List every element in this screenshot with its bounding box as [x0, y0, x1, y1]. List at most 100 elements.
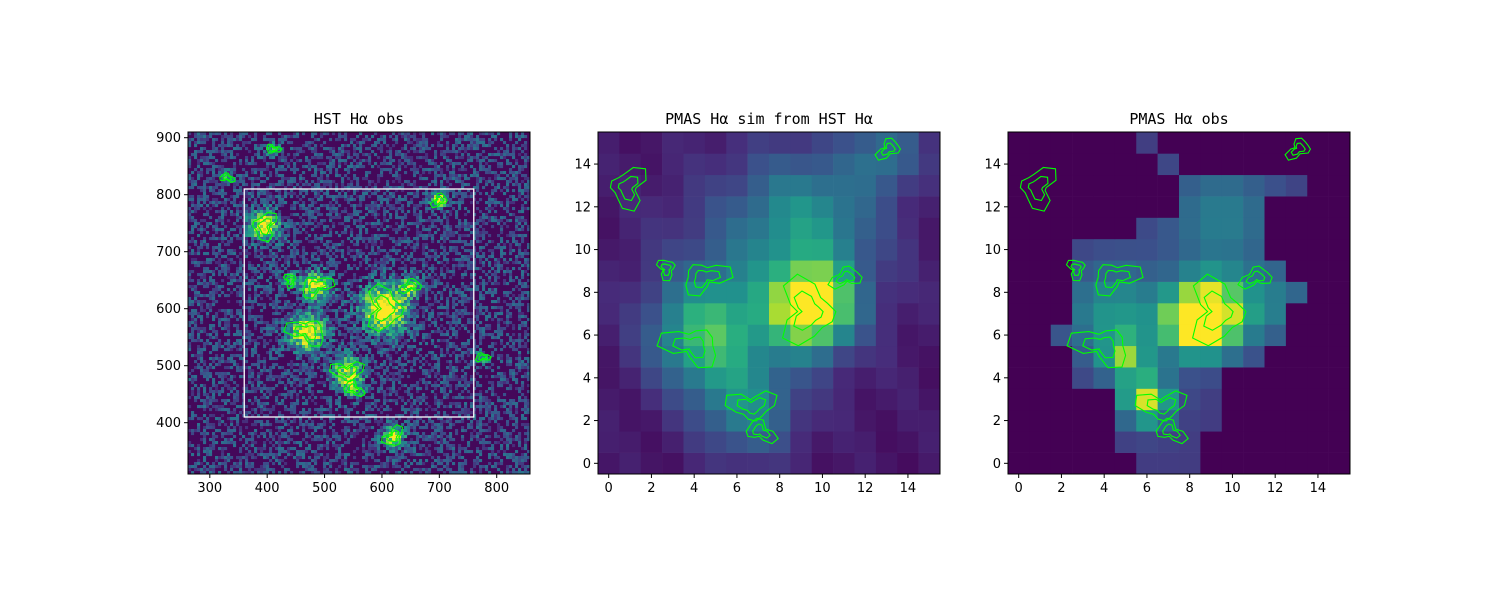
- pixel: [194, 222, 198, 226]
- pixel: [491, 135, 495, 139]
- pixel: [278, 282, 282, 286]
- pixel: [410, 240, 414, 244]
- pixel: [230, 135, 234, 139]
- pixel: [419, 132, 423, 136]
- pixel: [359, 285, 363, 289]
- pixel: [188, 270, 192, 274]
- pixel: [383, 162, 387, 166]
- pixel: [323, 141, 327, 145]
- pixel: [467, 312, 471, 316]
- pixel: [251, 279, 255, 283]
- pixel: [401, 237, 405, 241]
- pixel: [482, 306, 486, 310]
- pixel: [440, 333, 444, 337]
- pixel: [491, 219, 495, 223]
- pixel: [257, 144, 261, 148]
- pixel: [497, 333, 501, 337]
- pixel: [194, 153, 198, 157]
- pixel: [434, 201, 438, 205]
- pixel: [236, 147, 240, 151]
- pixel: [335, 186, 339, 190]
- pixel: [422, 219, 426, 223]
- pixel: [374, 225, 378, 229]
- pixel: [488, 141, 492, 145]
- pixel: [191, 240, 195, 244]
- pixel: [458, 141, 462, 145]
- pixel: [227, 345, 231, 349]
- pixel: [389, 156, 393, 160]
- pixel: [440, 222, 444, 226]
- pixel: [347, 294, 351, 298]
- pixel: [479, 240, 483, 244]
- pixel: [494, 135, 498, 139]
- pixel: [386, 183, 390, 187]
- pixel: [284, 306, 288, 310]
- pixel: [527, 177, 530, 181]
- pixel: [212, 279, 216, 283]
- pixel: [212, 168, 216, 172]
- pixel: [485, 156, 489, 160]
- pixel: [230, 357, 234, 361]
- pixel: [350, 342, 354, 346]
- pixel: [323, 339, 327, 343]
- pixel: [266, 195, 270, 199]
- pixel: [293, 285, 297, 289]
- pixel: [359, 291, 363, 295]
- pixel: [338, 159, 342, 163]
- pixel: [479, 159, 483, 163]
- pixel: [452, 306, 456, 310]
- pixel: [260, 201, 264, 205]
- pixel: [227, 207, 231, 211]
- pixel: [359, 345, 363, 349]
- pixel: [455, 156, 459, 160]
- pixel: [209, 153, 213, 157]
- pixel: [287, 228, 291, 232]
- pixel: [449, 159, 453, 163]
- pixel: [317, 225, 321, 229]
- pixel: [269, 249, 273, 253]
- pixel: [407, 294, 411, 298]
- pixel: [356, 186, 360, 190]
- pixel: [377, 285, 381, 289]
- pixel: [470, 138, 474, 142]
- pixel: [518, 219, 522, 223]
- pixel: [443, 228, 447, 232]
- pixel: [368, 273, 372, 277]
- pixel: [377, 180, 381, 184]
- pixel: [515, 180, 519, 184]
- pixel: [317, 189, 321, 193]
- pixel: [368, 237, 372, 241]
- pixel: [326, 174, 330, 178]
- pixel: [413, 249, 417, 253]
- pixel: [422, 177, 426, 181]
- pixel: [212, 345, 216, 349]
- pixel: [257, 357, 261, 361]
- pixel: [332, 339, 336, 343]
- pixel: [461, 342, 465, 346]
- pixel: [332, 318, 336, 322]
- pixel: [218, 243, 222, 247]
- pixel: [305, 237, 309, 241]
- pixel: [383, 198, 387, 202]
- pixel: [440, 162, 444, 166]
- pixel: [365, 348, 369, 352]
- pixel: [278, 333, 282, 337]
- pixel: [428, 351, 432, 355]
- pixel: [440, 297, 444, 301]
- pixel: [287, 240, 291, 244]
- pixel: [290, 207, 294, 211]
- pixel: [290, 360, 294, 364]
- pixel: [200, 294, 204, 298]
- pixel: [263, 210, 267, 214]
- pixel: [284, 240, 288, 244]
- pixel: [287, 162, 291, 166]
- pixel: [347, 351, 351, 355]
- pixel: [191, 210, 195, 214]
- pixel: [488, 177, 492, 181]
- pixel: [269, 291, 273, 295]
- pixel: [476, 183, 480, 187]
- pixel: [326, 279, 330, 283]
- pixel: [197, 186, 201, 190]
- pixel: [248, 300, 252, 304]
- pixel: [221, 180, 225, 184]
